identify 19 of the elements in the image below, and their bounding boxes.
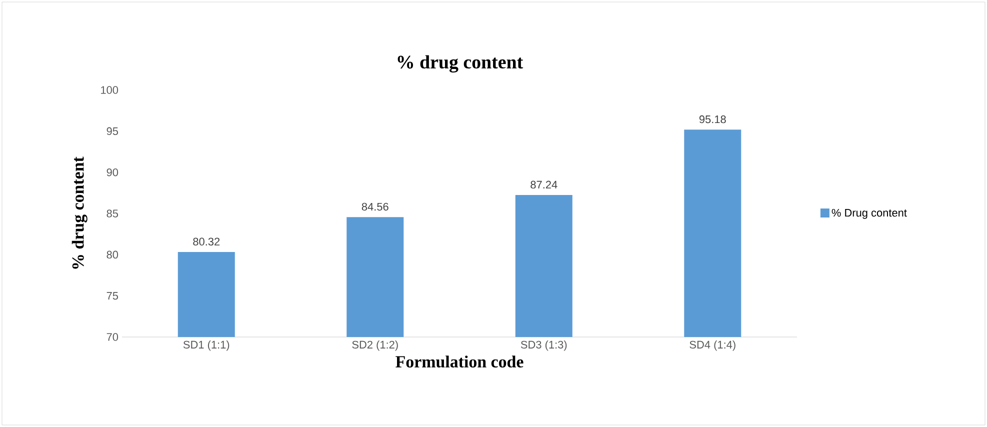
y-tick-label: 100 [101,86,118,94]
y-tick-label: 80 [106,250,118,259]
data-label: 80.32 [193,238,220,246]
x-tick-label: SD1 (1:1) [183,340,230,351]
y-tick-label: 70 [106,333,118,341]
data-label: 87.24 [530,180,558,189]
y-tick-label: 85 [106,210,118,218]
y-axis-title: % drug content [72,156,88,269]
data-label: 95.18 [699,115,726,124]
y-tick-label: 90 [106,168,118,176]
legend-label: % Drug content [832,208,907,219]
x-axis-title: Formulation code [396,356,524,368]
x-tick-label: SD2 (1:2) [352,340,398,351]
x-tick-label: SD4 (1:4) [690,340,736,351]
y-tick-label: 75 [106,292,118,300]
data-label: 84.56 [362,202,388,211]
y-tick-label: 95 [106,127,118,136]
chart-title: % drug content [398,55,524,72]
x-tick-label: SD3 (1:3) [520,340,567,351]
